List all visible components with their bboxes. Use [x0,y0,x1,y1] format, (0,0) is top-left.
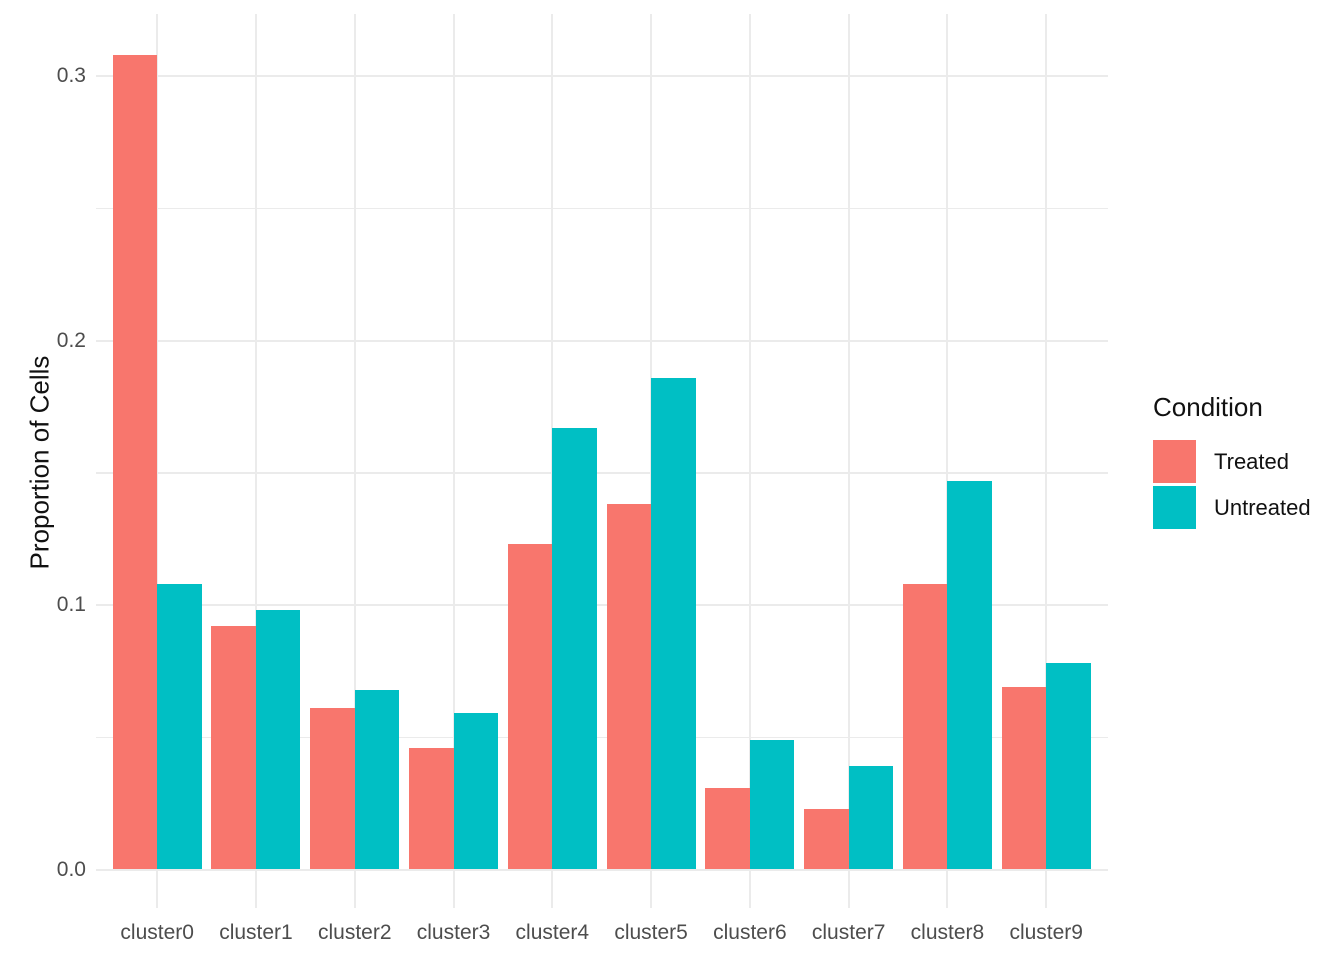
y-axis-title: Proportion of Cells [24,355,55,570]
gridline-vertical-cluster7 [847,14,850,908]
y-tick-label-0.2: 0.2 [56,328,86,352]
gridline-vertical-cluster9 [1045,14,1048,908]
bar-treated-cluster3 [409,747,454,870]
x-tick-label-cluster0: cluster0 [120,921,194,944]
bar-treated-cluster0 [112,54,158,870]
bar-treated-cluster7 [804,808,849,870]
x-tick-label-cluster8: cluster8 [910,921,985,944]
bar-untreated-cluster6 [749,739,795,870]
x-tick-label-cluster5: cluster5 [614,921,688,944]
bar-treated-cluster5 [606,504,652,870]
x-tick-label-cluster7: cluster7 [811,921,886,944]
bar-treated-cluster1 [211,626,256,870]
gridline-minor-0.25 [96,207,1108,209]
legend-key-treated [1153,440,1196,483]
gridline-minor-0.15 [96,472,1108,474]
plot-panel [96,14,1108,908]
gridline-minor-0.05 [96,736,1108,738]
gridline-vertical-cluster8 [946,14,949,908]
bar-untreated-cluster3 [453,713,499,870]
x-tick-label-cluster4: cluster4 [515,921,590,944]
gridline-vertical-cluster0 [156,14,159,908]
gridline-vertical-cluster6 [748,14,751,908]
bar-untreated-cluster7 [848,766,894,870]
legend-key-untreated [1153,486,1196,529]
legend-item-label: Untreated [1214,494,1311,520]
legend-title: Condition [1153,392,1263,422]
bar-untreated-cluster5 [651,377,696,870]
legend-item-treated: Treated [1153,440,1338,483]
bar-untreated-cluster2 [354,689,400,870]
x-tick-label-cluster2: cluster2 [317,921,392,944]
bar-untreated-cluster8 [947,480,992,870]
bar-untreated-cluster0 [157,583,202,870]
gridline-vertical-cluster2 [353,14,356,908]
gridline-major-0.1 [96,604,1108,606]
bar-treated-cluster9 [1001,686,1047,870]
x-tick-label-cluster9: cluster9 [1009,921,1083,944]
gridline-major-0.2 [96,339,1108,342]
gridline-vertical-cluster3 [452,14,455,908]
bar-untreated-cluster4 [552,427,597,870]
bar-treated-cluster4 [507,544,553,870]
bar-treated-cluster6 [705,787,750,870]
legend-item-untreated: Untreated [1153,486,1338,529]
legend-items: Treated Untreated [1153,440,1338,529]
y-tick-label-0.3: 0.3 [56,64,86,87]
x-tick-label-cluster6: cluster6 [713,921,787,944]
bar-treated-cluster8 [902,583,948,870]
x-tick-label-cluster1: cluster1 [219,921,293,944]
bar-treated-cluster2 [310,708,355,870]
gridline-major-0 [96,868,1108,871]
legend-item-label: Treated [1214,448,1290,474]
bar-untreated-cluster1 [255,610,301,870]
bar-untreated-cluster9 [1046,663,1091,870]
legend: Condition Treated Untreated [1153,392,1338,532]
y-tick-label-0.0: 0.0 [56,857,86,881]
y-tick-label-0.1: 0.1 [56,593,86,616]
gridline-vertical-cluster1 [254,14,257,908]
x-tick-label-cluster3: cluster3 [416,921,491,944]
gridline-major-0.3 [96,75,1108,77]
